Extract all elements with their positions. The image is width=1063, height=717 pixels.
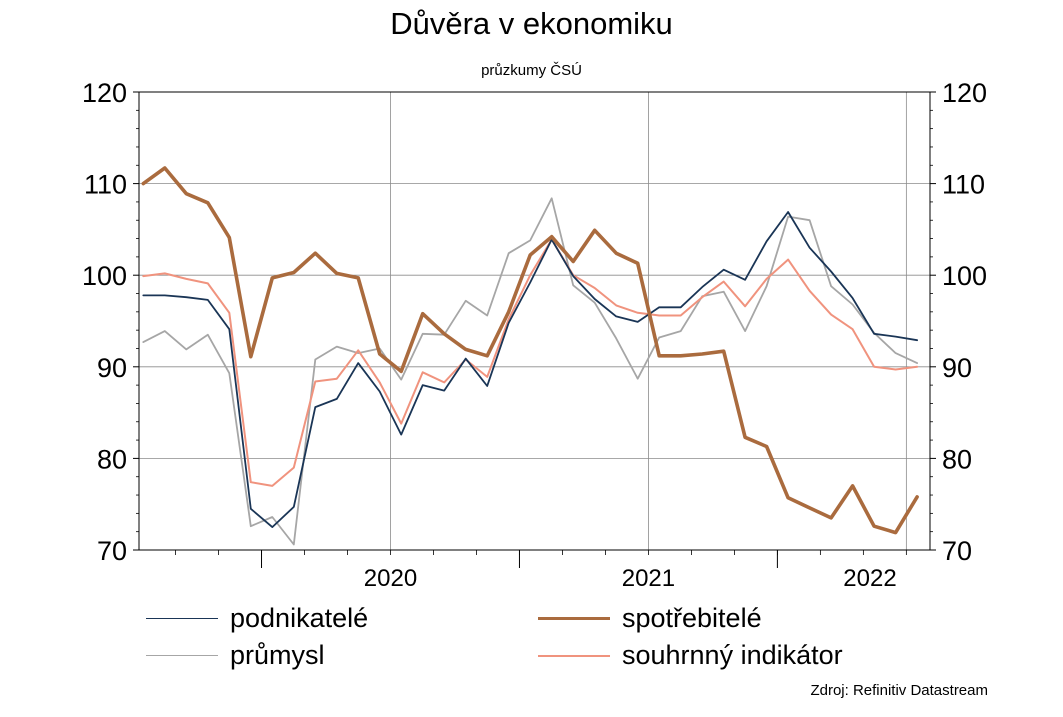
y-tick-label-left-100: 100: [82, 261, 127, 291]
legend-label-spotrebitele: spotřebitelé: [622, 603, 762, 633]
legend-swatch-podnikatele: [146, 618, 218, 619]
y-tick-label-right-100: 100: [942, 261, 987, 291]
x-tick-label-2022: 2022: [843, 565, 896, 592]
y-tick-label-right-120: 120: [942, 78, 987, 108]
chart-title: Důvěra v ekonomiku: [390, 6, 673, 41]
y-tick-label-left-80: 80: [97, 444, 127, 474]
source-note: Zdroj: Refinitiv Datastream: [810, 682, 988, 699]
legend-label-podnikatele: podnikatelé: [230, 603, 369, 633]
y-tick-label-left-120: 120: [82, 78, 127, 108]
y-tick-label-left-110: 110: [84, 170, 127, 200]
series-line-podnikatele: [142, 211, 918, 528]
y-tick-label-right-90: 90: [942, 353, 972, 383]
y-tick-label-right-110: 110: [942, 170, 985, 200]
legend-label-prumysl: průmysl: [230, 640, 325, 670]
y-tick-label-right-80: 80: [942, 444, 972, 474]
legend-swatch-spotrebitele: [538, 617, 610, 620]
legend-item-spotrebitele: spotřebitelé: [538, 603, 762, 634]
plot-frame: [138, 91, 931, 551]
legend-item-prumysl: průmysl: [146, 640, 325, 671]
y-tick-label-left-70: 70: [97, 536, 127, 566]
legend-item-podnikatele: podnikatelé: [146, 603, 368, 634]
y-tick-label-right-70: 70: [942, 536, 972, 566]
legend-item-souhrnny: souhrnný indikátor: [538, 640, 843, 671]
series-line-spotrebitele: [141, 166, 919, 535]
series-line-souhrnny: [142, 238, 919, 487]
series-line-prumysl: [142, 197, 918, 546]
chart-subtitle: průzkumy ČSÚ: [481, 62, 582, 79]
x-tick-label-2021: 2021: [622, 565, 675, 592]
legend-swatch-prumysl: [146, 655, 218, 656]
legend-swatch-souhrnny: [538, 654, 610, 657]
legend-label-souhrnny: souhrnný indikátor: [622, 640, 843, 670]
x-tick-label-2020: 2020: [364, 565, 417, 592]
y-tick-label-left-90: 90: [97, 353, 127, 383]
